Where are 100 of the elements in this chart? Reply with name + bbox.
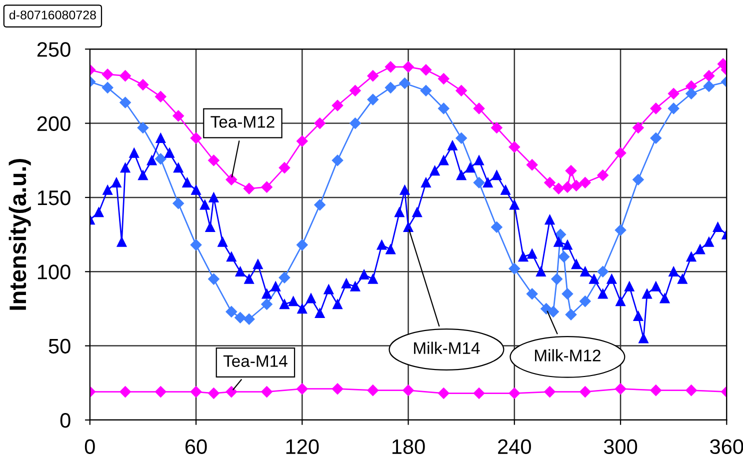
- point: [332, 383, 344, 394]
- text: Milk-M14: [414, 342, 480, 354]
- y-tick-label: 200: [37, 116, 70, 132]
- point: [332, 154, 344, 166]
- point: [120, 70, 131, 82]
- point: [261, 298, 272, 310]
- point: [562, 288, 574, 300]
- point: [296, 383, 308, 394]
- point: [384, 82, 396, 94]
- point: [261, 181, 272, 193]
- point: [686, 88, 697, 100]
- x-tick-label: 240: [498, 439, 531, 454]
- point: [632, 174, 644, 186]
- point: [491, 222, 502, 233]
- y-axis-title: Intensity(a.u.): [8, 158, 31, 310]
- series-label: Tea-M14: [223, 355, 288, 367]
- point: [367, 384, 379, 396]
- text: d-80716080728: [9, 10, 96, 20]
- point: [190, 132, 202, 144]
- point: [137, 79, 149, 90]
- point: [650, 384, 662, 396]
- point: [473, 177, 485, 188]
- point: [473, 388, 485, 399]
- point: [350, 85, 361, 96]
- point: [296, 135, 308, 147]
- point: [155, 386, 166, 398]
- point: [562, 181, 574, 193]
- point: [102, 82, 114, 94]
- point: [120, 96, 131, 108]
- point: [650, 132, 662, 144]
- point: [614, 147, 626, 159]
- point: [580, 177, 591, 188]
- point: [597, 170, 608, 181]
- x-tick-label: 180: [392, 439, 425, 454]
- point: [278, 272, 290, 284]
- y-tick-label: 0: [60, 412, 70, 428]
- point: [155, 153, 166, 164]
- point: [597, 266, 608, 278]
- point: [553, 182, 564, 194]
- point: [261, 386, 272, 398]
- point: [234, 312, 246, 324]
- point: [226, 306, 238, 318]
- point: [208, 273, 220, 285]
- point: [226, 386, 238, 398]
- point: [632, 122, 644, 134]
- point: [172, 198, 184, 209]
- point: [565, 309, 577, 320]
- point: [190, 239, 202, 251]
- point: [703, 70, 715, 82]
- point: [332, 100, 344, 112]
- point: [703, 80, 715, 92]
- point: [278, 162, 290, 174]
- x-tick-label: 300: [604, 439, 638, 454]
- text: Milk-M12: [535, 349, 600, 362]
- point: [190, 386, 202, 398]
- point: [650, 102, 662, 114]
- point: [570, 180, 582, 192]
- point: [226, 174, 238, 186]
- point: [367, 70, 379, 82]
- point: [120, 386, 131, 398]
- point: [155, 90, 166, 102]
- point: [137, 122, 149, 134]
- point: [508, 141, 520, 153]
- point: [544, 177, 556, 188]
- point: [456, 132, 467, 144]
- point: [456, 85, 467, 96]
- y-tick-label: 150: [38, 190, 70, 206]
- point: [243, 182, 255, 194]
- point: [314, 118, 326, 129]
- point: [544, 386, 556, 398]
- point: [565, 165, 577, 176]
- point: [614, 383, 626, 394]
- point: [399, 78, 410, 89]
- point: [438, 102, 450, 114]
- point: [580, 296, 591, 307]
- point: [508, 263, 520, 274]
- point: [548, 306, 559, 318]
- point: [243, 314, 255, 325]
- point: [473, 102, 485, 114]
- point: [686, 384, 697, 396]
- point: [208, 154, 220, 166]
- point: [367, 94, 379, 106]
- point: [558, 251, 570, 262]
- y-tick-label: 100: [38, 264, 70, 280]
- point: [491, 122, 502, 134]
- point: [102, 68, 114, 80]
- point: [438, 73, 450, 84]
- point: [614, 224, 626, 236]
- x-tick-label: 0: [84, 439, 95, 454]
- point: [172, 110, 184, 122]
- point: [580, 386, 591, 398]
- point: [551, 273, 562, 285]
- point: [350, 118, 361, 129]
- point: [402, 384, 414, 396]
- point: [526, 288, 538, 300]
- series-label: Tea-M12: [210, 116, 274, 128]
- point: [526, 159, 538, 170]
- point: [668, 102, 680, 114]
- point: [420, 85, 432, 96]
- point: [420, 64, 432, 76]
